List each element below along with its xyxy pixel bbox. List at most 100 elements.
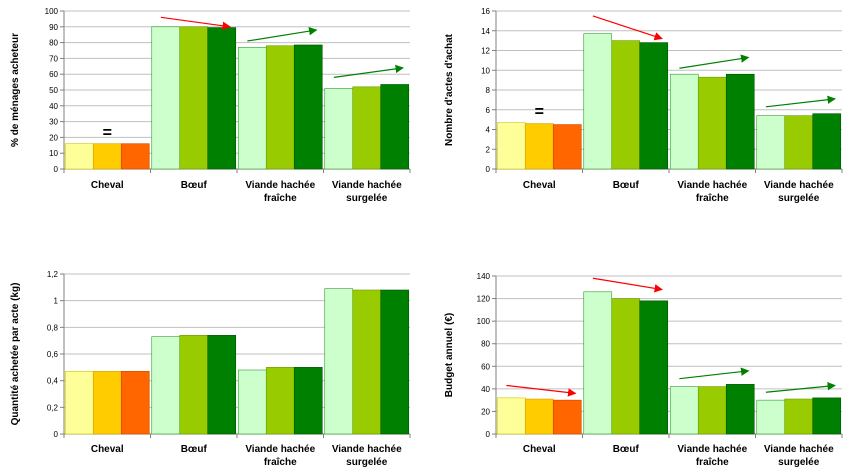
bar-viande-hach-e-fra-che-3: [725, 384, 755, 435]
y-tick-label: 1,2: [47, 270, 59, 279]
trend-arrow-up: [333, 64, 404, 78]
x-category-label: Cheval: [91, 180, 124, 191]
x-category-label: surgelée: [346, 193, 388, 204]
x-category-label: Bœuf: [181, 444, 208, 455]
bar-b-uf-1: [583, 291, 613, 435]
bar-b-uf-3: [639, 300, 669, 435]
x-category-label: Viande hachée: [332, 180, 402, 191]
trend-arrow-down: [592, 277, 663, 293]
y-tick-label: 0: [486, 165, 491, 174]
bar-viande-hach-e-surgel-e-1: [756, 115, 786, 170]
y-tick-label: 8: [486, 86, 491, 95]
bar-b-uf-3: [639, 42, 669, 170]
trend-arrow-up: [679, 54, 750, 69]
bar-viande-hach-e-fra-che-3: [293, 44, 323, 170]
bar-viande-hach-e-fra-che-1: [237, 47, 267, 170]
bar-viande-hach-e-surgel-e-2: [352, 289, 382, 435]
trend-arrow-down: [592, 15, 663, 41]
chart-panel-3: 0 0,2 0,4 0,6 0,8 1 1,2 Quantité achetée par ac…: [10, 270, 411, 468]
bar-viande-hach-e-fra-che-2: [697, 386, 727, 435]
bar-cheval-3: [552, 124, 582, 170]
trend-arrow-down: [160, 16, 231, 30]
trend-arrow-up: [765, 382, 836, 393]
bar-b-uf-2: [179, 335, 209, 435]
bar-b-uf-2: [611, 298, 641, 435]
y-tick-label: 12: [481, 47, 490, 56]
y-tick-label: 60: [49, 70, 58, 79]
bar-viande-hach-e-fra-che-3: [293, 367, 323, 435]
x-category-label: Viande hachée: [677, 444, 747, 455]
bar-viande-hach-e-surgel-e-1: [324, 288, 354, 435]
x-category-label: Viande hachée: [764, 180, 834, 191]
x-category-label: Cheval: [523, 444, 556, 455]
y-tick-label: 120: [477, 295, 491, 304]
bar-viande-hach-e-fra-che-2: [265, 45, 295, 170]
x-category-label: fraîche: [264, 457, 297, 468]
bar-viande-hach-e-fra-che-2: [265, 367, 295, 435]
y-tick-label: 80: [481, 340, 490, 349]
y-tick-label: 40: [49, 102, 58, 111]
trend-arrow-up: [679, 367, 750, 380]
y-tick-label: 30: [49, 118, 58, 127]
chart-panel-4: 0 20 40 60 80 100 120 140 Budget annuel (€) Cheva…: [444, 272, 843, 468]
x-category-label: fraîche: [264, 193, 297, 204]
bar-viande-hach-e-fra-che-2: [697, 76, 727, 170]
y-tick-label: 50: [49, 86, 58, 95]
x-category-label: Viande hachée: [332, 444, 402, 455]
y-tick-label: 0: [54, 430, 59, 439]
bar-viande-hach-e-surgel-e-1: [324, 88, 354, 170]
bar-cheval-1: [496, 397, 526, 435]
equal-sign-annotation: =: [535, 104, 544, 121]
x-category-label: surgelée: [778, 457, 820, 468]
y-tick-label: 1: [54, 297, 59, 306]
bar-cheval-2: [92, 143, 122, 170]
y-axis-label: Nombre d'actes d'achat: [444, 33, 455, 146]
x-category-label: surgelée: [346, 457, 388, 468]
x-category-label: Bœuf: [613, 180, 640, 191]
bar-b-uf-1: [583, 33, 613, 170]
x-category-label: Cheval: [523, 180, 556, 191]
y-tick-label: 100: [477, 317, 491, 326]
y-axis-label: Quantité achetée par acte (kg): [10, 283, 21, 426]
bar-cheval-2: [92, 371, 122, 435]
bar-cheval-1: [64, 371, 94, 435]
trend-arrow-up: [765, 95, 836, 108]
bar-cheval-2: [524, 123, 554, 170]
y-tick-label: 2: [486, 145, 491, 154]
x-category-label: Viande hachée: [245, 180, 315, 191]
bar-b-uf-3: [207, 335, 237, 435]
x-category-label: Viande hachée: [677, 180, 747, 191]
bar-cheval-3: [552, 399, 582, 435]
x-category-label: Viande hachée: [764, 444, 834, 455]
chart-panel-2: 0 2 4 6 8 10 12 14 16 Nombre d'actes d'achat Cheva…: [444, 7, 843, 204]
y-tick-label: 20: [481, 407, 490, 416]
bar-viande-hach-e-surgel-e-2: [352, 86, 382, 170]
bar-viande-hach-e-surgel-e-2: [784, 115, 814, 170]
bar-viande-hach-e-fra-che-3: [725, 73, 755, 170]
y-tick-label: 60: [481, 362, 490, 371]
y-tick-label: 140: [477, 272, 491, 281]
bar-cheval-3: [120, 143, 150, 170]
bar-viande-hach-e-surgel-e-3: [380, 289, 410, 435]
bar-b-uf-1: [151, 336, 181, 435]
bar-viande-hach-e-surgel-e-3: [812, 113, 842, 170]
bar-b-uf-3: [207, 27, 237, 170]
bar-viande-hach-e-surgel-e-3: [380, 84, 410, 170]
bar-b-uf-1: [151, 26, 181, 170]
y-axis-label: % de ménages acheteur: [10, 33, 21, 147]
equal-sign-annotation: =: [103, 125, 112, 142]
y-axis-label: Budget annuel (€): [444, 313, 455, 397]
y-tick-label: 0,8: [47, 323, 59, 332]
y-tick-label: 0: [54, 165, 59, 174]
chart-panel-1: 0 10 20 30 40 50 60 70 80 90 100 % de ménages achet…: [10, 7, 411, 204]
y-tick-label: 100: [45, 7, 59, 16]
x-category-label: Cheval: [91, 444, 124, 455]
bar-cheval-1: [64, 143, 94, 170]
bar-b-uf-2: [179, 26, 209, 170]
y-tick-label: 80: [49, 39, 58, 48]
y-tick-label: 14: [481, 27, 490, 36]
y-tick-label: 90: [49, 23, 58, 32]
bar-b-uf-2: [611, 40, 641, 170]
trend-arrow-up: [247, 27, 318, 42]
